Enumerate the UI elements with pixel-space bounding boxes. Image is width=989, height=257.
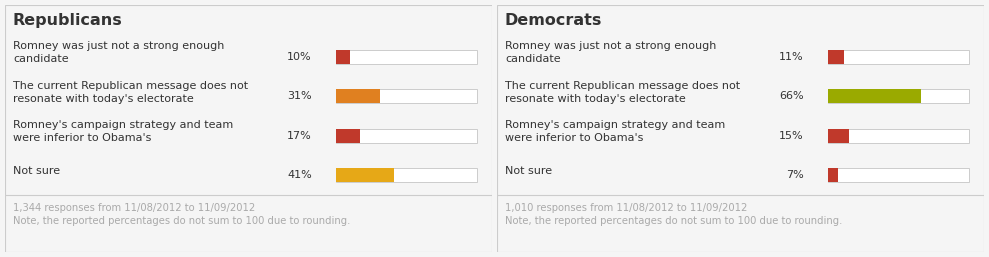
Text: The current Republican message does not
resonate with today's electorate: The current Republican message does not … [505, 81, 740, 104]
Bar [336, 129, 360, 143]
Text: 31%: 31% [287, 91, 312, 101]
Bar [828, 89, 969, 103]
Bar [828, 129, 850, 143]
Bar [828, 168, 838, 182]
Bar [828, 89, 922, 103]
Text: 7%: 7% [786, 170, 804, 180]
Text: Not sure: Not sure [13, 166, 60, 176]
Bar [828, 50, 969, 64]
Text: 1,344 responses from 11/08/2012 to 11/09/2012: 1,344 responses from 11/08/2012 to 11/09… [13, 203, 255, 213]
Bar [336, 50, 350, 64]
Text: Note, the reported percentages do not sum to 100 due to rounding.: Note, the reported percentages do not su… [505, 216, 843, 226]
Text: Not sure: Not sure [505, 166, 552, 176]
Text: 10%: 10% [287, 52, 312, 62]
Text: 11%: 11% [779, 52, 804, 62]
Text: 41%: 41% [287, 170, 312, 180]
Bar [828, 168, 969, 182]
Bar [336, 168, 478, 182]
Text: Romney was just not a strong enough
candidate: Romney was just not a strong enough cand… [505, 41, 716, 64]
Text: 15%: 15% [779, 131, 804, 141]
Bar [336, 50, 478, 64]
Bar [828, 129, 969, 143]
Text: 1,010 responses from 11/08/2012 to 11/09/2012: 1,010 responses from 11/08/2012 to 11/09… [505, 203, 748, 213]
Bar [336, 89, 380, 103]
Bar [336, 89, 478, 103]
Text: 17%: 17% [287, 131, 312, 141]
Text: 66%: 66% [779, 91, 804, 101]
Text: Note, the reported percentages do not sum to 100 due to rounding.: Note, the reported percentages do not su… [13, 216, 350, 226]
Text: Romney's campaign strategy and team
were inferior to Obama's: Romney's campaign strategy and team were… [13, 120, 233, 143]
Text: The current Republican message does not
resonate with today's electorate: The current Republican message does not … [13, 81, 248, 104]
Bar [336, 129, 478, 143]
Text: Democrats: Democrats [505, 13, 602, 28]
Text: Romney's campaign strategy and team
were inferior to Obama's: Romney's campaign strategy and team were… [505, 120, 725, 143]
Bar [336, 168, 394, 182]
Bar [828, 50, 844, 64]
Text: Republicans: Republicans [13, 13, 123, 28]
Text: Romney was just not a strong enough
candidate: Romney was just not a strong enough cand… [13, 41, 225, 64]
